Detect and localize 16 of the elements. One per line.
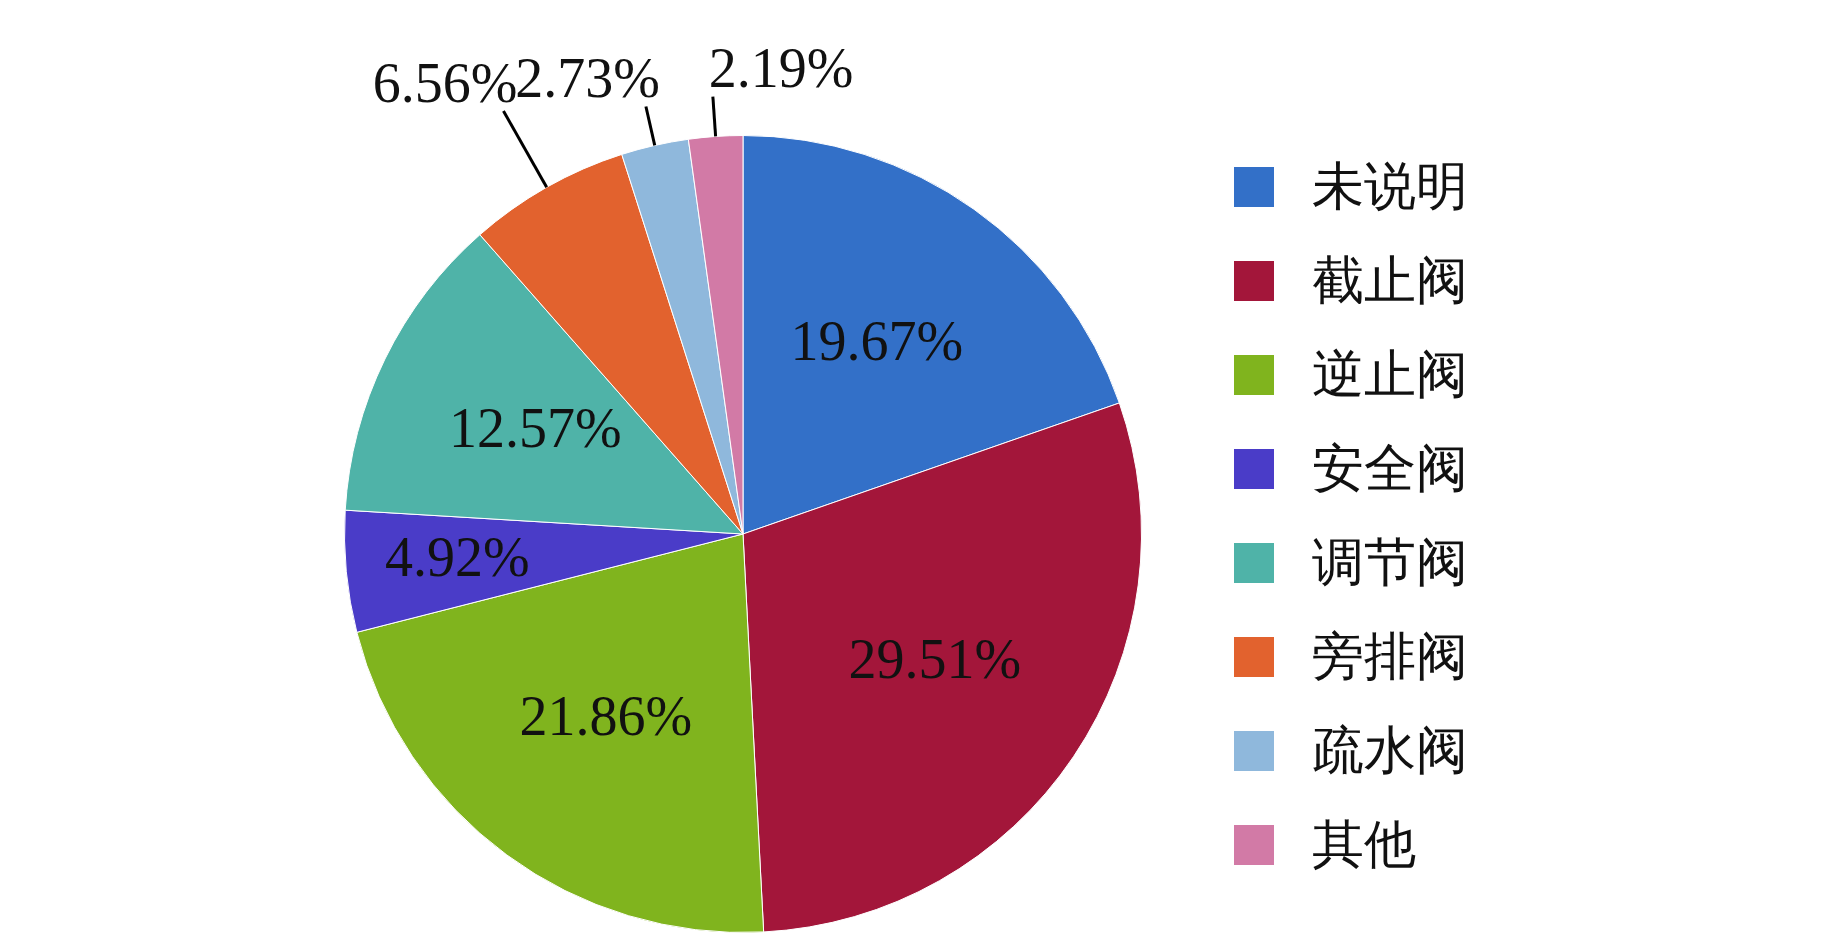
data-label: 2.19% — [708, 37, 854, 100]
legend-label: 旁排阀 — [1312, 625, 1468, 688]
data-label: 29.51% — [848, 627, 1022, 690]
legend-label: 未说明 — [1312, 155, 1468, 218]
data-label: 4.92% — [385, 525, 530, 588]
legend-label: 安全阀 — [1312, 437, 1468, 500]
legend-label: 截止阀 — [1312, 249, 1468, 312]
legend-label: 其他 — [1312, 813, 1416, 876]
data-label: 12.57% — [449, 397, 622, 460]
data-label: 2.73% — [515, 47, 660, 110]
legend-label: 逆止阀 — [1312, 343, 1468, 406]
data-label: 6.56% — [372, 51, 518, 114]
data-label: 21.86% — [519, 684, 693, 747]
legend-label: 调节阀 — [1312, 531, 1468, 594]
legend-label: 疏水阀 — [1312, 719, 1468, 782]
data-label: 19.67% — [790, 310, 964, 373]
